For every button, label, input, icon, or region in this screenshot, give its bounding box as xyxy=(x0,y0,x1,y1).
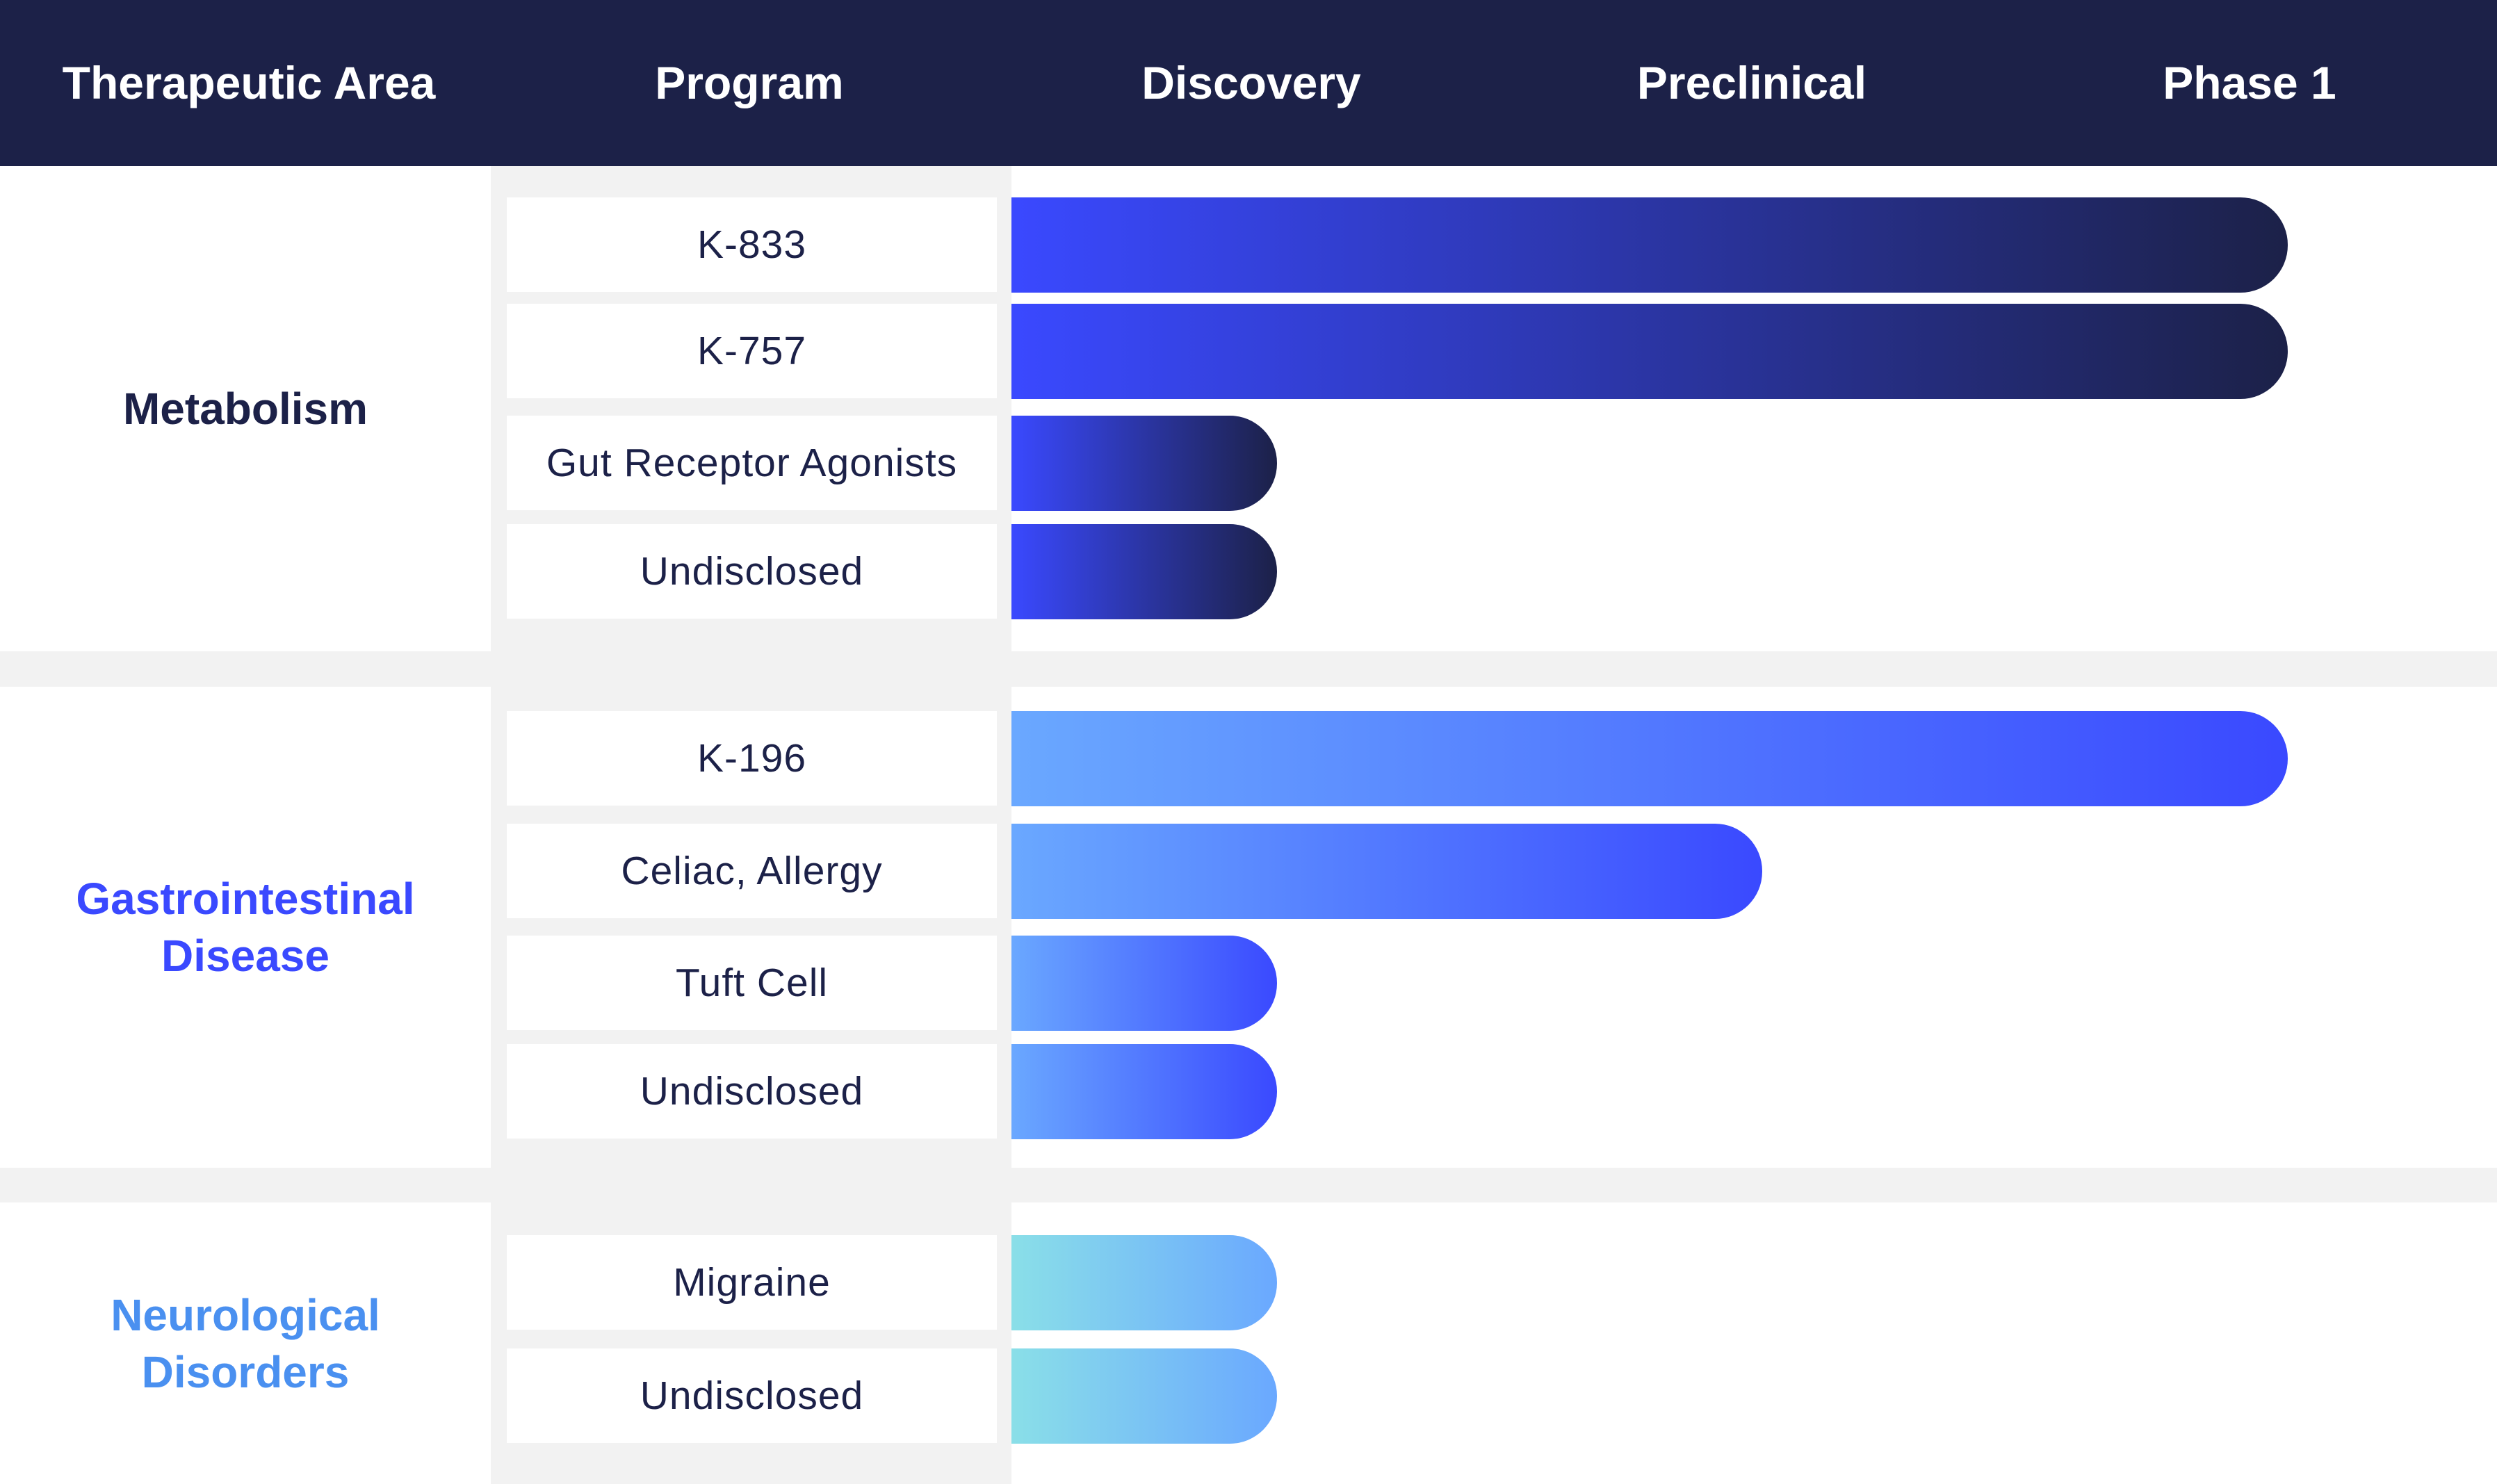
progress-bar xyxy=(1011,416,1277,511)
program-cell: Celiac, Allergy xyxy=(507,824,997,918)
program-label: Celiac, Allergy xyxy=(621,849,883,893)
therapeutic-area-label: Gastrointestinal Disease xyxy=(76,874,415,981)
program-cell: Gut Receptor Agonists xyxy=(507,416,997,510)
therapeutic-area-label: Metabolism xyxy=(122,384,368,434)
program-cell: K-196 xyxy=(507,711,997,806)
program-label: Undisclosed xyxy=(640,1373,864,1418)
progress-bar xyxy=(1011,524,1277,619)
progress-bar xyxy=(1011,1348,1277,1444)
program-cell: Tuft Cell xyxy=(507,936,997,1030)
program-cell: Undisclosed xyxy=(507,1044,997,1139)
program-cell: K-833 xyxy=(507,197,997,292)
program-label: Undisclosed xyxy=(640,549,864,594)
program-label: Gut Receptor Agonists xyxy=(546,441,958,485)
header-therapeutic-area: Therapeutic Area xyxy=(62,57,436,108)
progress-bar xyxy=(1011,711,2288,806)
progress-bar xyxy=(1011,936,1277,1031)
header-discovery: Discovery xyxy=(1141,57,1361,108)
therapeutic-area-label: Neurological Disorders xyxy=(111,1289,380,1397)
progress-bar xyxy=(1011,197,2288,293)
header-program: Program xyxy=(655,57,844,108)
therapeutic-area-cell: Metabolism xyxy=(0,166,491,651)
program-cell: Undisclosed xyxy=(507,1348,997,1443)
program-label: K-833 xyxy=(697,222,807,267)
header-bar: Therapeutic Area Program Discovery Precl… xyxy=(0,0,2497,166)
program-label: Tuft Cell xyxy=(675,961,829,1005)
therapeutic-area-cell: Gastrointestinal Disease xyxy=(0,687,491,1168)
progress-bar xyxy=(1011,1235,1277,1330)
program-label: K-757 xyxy=(697,329,807,373)
program-cell: Undisclosed xyxy=(507,524,997,619)
program-label: K-196 xyxy=(697,736,807,781)
progress-bar xyxy=(1011,824,1762,919)
program-label: Undisclosed xyxy=(640,1069,864,1114)
header-phase-1: Phase 1 xyxy=(2163,57,2336,108)
progress-bar xyxy=(1011,1044,1277,1139)
program-label: Migraine xyxy=(673,1260,831,1305)
therapeutic-area-cell: Neurological Disorders xyxy=(0,1202,491,1484)
progress-bar xyxy=(1011,304,2288,399)
program-cell: K-757 xyxy=(507,304,997,398)
header-preclinical: Preclinical xyxy=(1636,57,1867,108)
program-cell: Migraine xyxy=(507,1235,997,1330)
